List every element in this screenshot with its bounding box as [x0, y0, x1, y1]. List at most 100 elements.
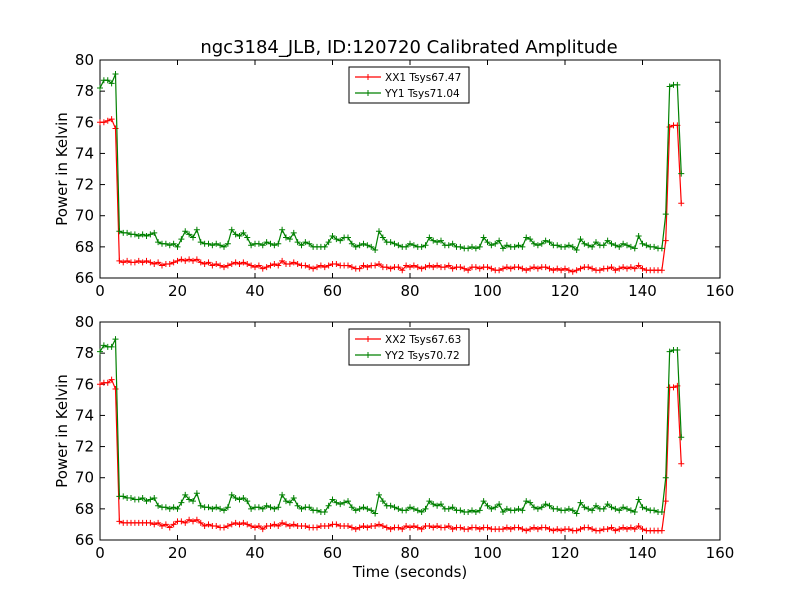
data-point: [515, 264, 522, 271]
data-point: [372, 262, 379, 269]
legend-label: YY1 Tsys71.04: [384, 88, 460, 100]
data-point: [426, 234, 433, 241]
data-point: [546, 502, 553, 509]
data-point: [674, 81, 681, 88]
data-point: [368, 243, 375, 250]
data-point: [360, 240, 367, 247]
data-point: [376, 521, 382, 528]
data-point: [298, 505, 305, 512]
data-point: [232, 519, 239, 526]
data-point: [143, 498, 150, 505]
data-point: [306, 264, 313, 271]
data-point: [620, 504, 627, 511]
y-tick-label: 66: [75, 531, 94, 549]
data-point: [403, 262, 410, 269]
data-point: [472, 524, 479, 531]
data-point: [314, 507, 320, 514]
data-point: [259, 242, 266, 249]
data-point: [457, 264, 464, 271]
data-point: [662, 211, 669, 218]
data-point: [519, 243, 526, 250]
x-tick-label: 80: [400, 544, 419, 562]
data-point: [635, 522, 642, 529]
data-point: [372, 510, 379, 517]
x-tick-label: 100: [473, 282, 502, 300]
data-point: [360, 504, 367, 511]
data-point: [116, 228, 123, 235]
data-point: [151, 229, 158, 236]
data-point: [527, 526, 534, 533]
x-tick-label: 140: [628, 544, 657, 562]
data-point: [531, 240, 537, 247]
data-point: [484, 524, 491, 531]
data-point: [395, 242, 402, 249]
data-point: [643, 242, 650, 249]
data-point: [279, 226, 286, 233]
data-point: [205, 504, 212, 511]
data-point: [620, 524, 627, 531]
data-point: [228, 491, 235, 498]
data-point: [612, 505, 619, 512]
data-point: [197, 239, 204, 246]
data-point: [558, 267, 565, 274]
y-tick-label: 72: [75, 438, 94, 456]
data-point: [151, 260, 158, 267]
data-point: [542, 524, 549, 531]
data-point: [658, 245, 665, 252]
x-tick-label: 0: [95, 544, 105, 562]
legend-marker: [365, 90, 371, 96]
data-point: [224, 240, 231, 247]
data-point: [624, 505, 630, 512]
data-point: [352, 526, 359, 533]
data-point: [217, 262, 224, 269]
data-point: [283, 521, 289, 528]
data-point: [321, 508, 328, 515]
data-point: [224, 522, 231, 529]
data-point: [124, 229, 131, 236]
data-point: [550, 267, 557, 274]
data-point: [616, 243, 623, 250]
data-point: [139, 231, 146, 238]
data-point: [275, 240, 282, 247]
data-point: [627, 243, 634, 250]
data-point: [112, 385, 119, 392]
data-point: [449, 504, 456, 511]
data-point: [604, 526, 611, 533]
data-point: [651, 243, 658, 250]
data-point: [379, 522, 386, 529]
data-point: [108, 80, 115, 87]
data-point: [585, 242, 592, 249]
data-point: [635, 496, 642, 503]
data-point: [155, 502, 162, 509]
data-point: [585, 524, 592, 531]
data-point: [666, 123, 673, 130]
data-point: [228, 226, 235, 233]
data-point: [383, 524, 390, 531]
data-point: [224, 504, 231, 511]
data-point: [403, 243, 410, 250]
data-point: [205, 240, 212, 247]
data-point: [627, 507, 634, 514]
data-point: [585, 505, 592, 512]
data-point: [255, 262, 262, 269]
data-point: [155, 239, 162, 246]
data-point: [577, 499, 584, 506]
data-point: [627, 264, 634, 271]
data-point: [616, 507, 623, 514]
data-point: [554, 242, 561, 249]
data-point: [577, 265, 584, 272]
data-point: [190, 257, 196, 264]
data-point: [658, 527, 665, 534]
data-point: [255, 522, 262, 529]
data-point: [496, 237, 503, 244]
data-point: [651, 507, 658, 514]
data-point: [232, 259, 239, 266]
data-point: [484, 264, 491, 271]
data-point: [143, 232, 150, 239]
data-point: [554, 265, 561, 272]
data-point: [658, 508, 665, 515]
data-point: [306, 240, 313, 247]
data-point: [345, 262, 351, 269]
data-point: [135, 496, 142, 503]
data-point: [294, 239, 301, 246]
